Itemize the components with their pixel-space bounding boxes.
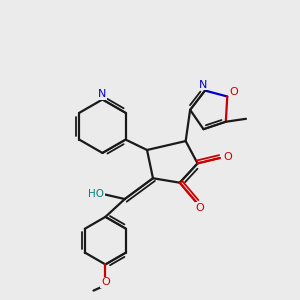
- Text: O: O: [223, 152, 232, 161]
- Text: O: O: [230, 87, 238, 97]
- Text: O: O: [101, 277, 110, 287]
- Text: N: N: [199, 80, 208, 90]
- Text: N: N: [98, 89, 106, 99]
- Text: HO: HO: [88, 189, 104, 199]
- Text: O: O: [195, 203, 204, 213]
